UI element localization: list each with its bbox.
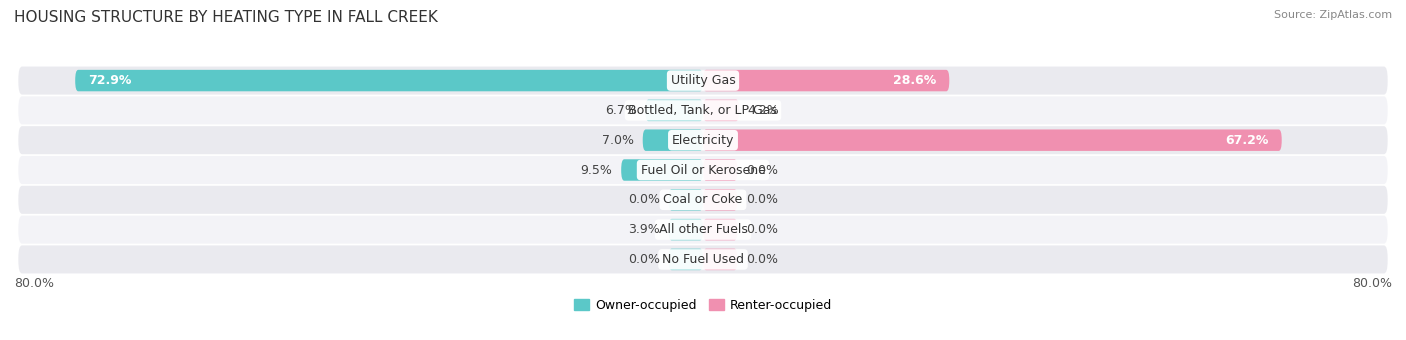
Text: Coal or Coke: Coal or Coke	[664, 193, 742, 206]
FancyBboxPatch shape	[18, 216, 1388, 244]
FancyBboxPatch shape	[703, 159, 738, 181]
Text: Bottled, Tank, or LP Gas: Bottled, Tank, or LP Gas	[628, 104, 778, 117]
Text: Electricity: Electricity	[672, 134, 734, 147]
Text: 0.0%: 0.0%	[747, 223, 778, 236]
FancyBboxPatch shape	[669, 189, 703, 210]
Text: 28.6%: 28.6%	[893, 74, 936, 87]
FancyBboxPatch shape	[703, 70, 949, 91]
Text: HOUSING STRUCTURE BY HEATING TYPE IN FALL CREEK: HOUSING STRUCTURE BY HEATING TYPE IN FAL…	[14, 10, 437, 25]
Text: 0.0%: 0.0%	[628, 253, 659, 266]
Text: Source: ZipAtlas.com: Source: ZipAtlas.com	[1274, 10, 1392, 20]
Legend: Owner-occupied, Renter-occupied: Owner-occupied, Renter-occupied	[574, 299, 832, 312]
Text: 4.2%: 4.2%	[748, 104, 779, 117]
FancyBboxPatch shape	[645, 100, 703, 121]
FancyBboxPatch shape	[703, 130, 1282, 151]
Text: 6.7%: 6.7%	[605, 104, 637, 117]
Text: 9.5%: 9.5%	[581, 164, 613, 176]
Text: 67.2%: 67.2%	[1226, 134, 1268, 147]
Text: Utility Gas: Utility Gas	[671, 74, 735, 87]
Text: 0.0%: 0.0%	[747, 164, 778, 176]
Text: No Fuel Used: No Fuel Used	[662, 253, 744, 266]
FancyBboxPatch shape	[18, 126, 1388, 154]
FancyBboxPatch shape	[18, 67, 1388, 95]
FancyBboxPatch shape	[703, 189, 738, 210]
Text: 72.9%: 72.9%	[89, 74, 132, 87]
Text: 80.0%: 80.0%	[1353, 277, 1392, 290]
FancyBboxPatch shape	[621, 159, 703, 181]
Text: 3.9%: 3.9%	[628, 223, 659, 236]
Text: All other Fuels: All other Fuels	[658, 223, 748, 236]
FancyBboxPatch shape	[18, 156, 1388, 184]
Text: 0.0%: 0.0%	[747, 253, 778, 266]
FancyBboxPatch shape	[703, 100, 740, 121]
Text: 0.0%: 0.0%	[747, 193, 778, 206]
FancyBboxPatch shape	[18, 96, 1388, 124]
FancyBboxPatch shape	[18, 186, 1388, 214]
FancyBboxPatch shape	[703, 249, 738, 270]
FancyBboxPatch shape	[703, 219, 738, 240]
Text: 7.0%: 7.0%	[602, 134, 634, 147]
Text: 0.0%: 0.0%	[628, 193, 659, 206]
Text: 80.0%: 80.0%	[14, 277, 53, 290]
FancyBboxPatch shape	[18, 245, 1388, 273]
Text: Fuel Oil or Kerosene: Fuel Oil or Kerosene	[641, 164, 765, 176]
FancyBboxPatch shape	[669, 219, 703, 240]
FancyBboxPatch shape	[643, 130, 703, 151]
FancyBboxPatch shape	[75, 70, 703, 91]
FancyBboxPatch shape	[669, 249, 703, 270]
